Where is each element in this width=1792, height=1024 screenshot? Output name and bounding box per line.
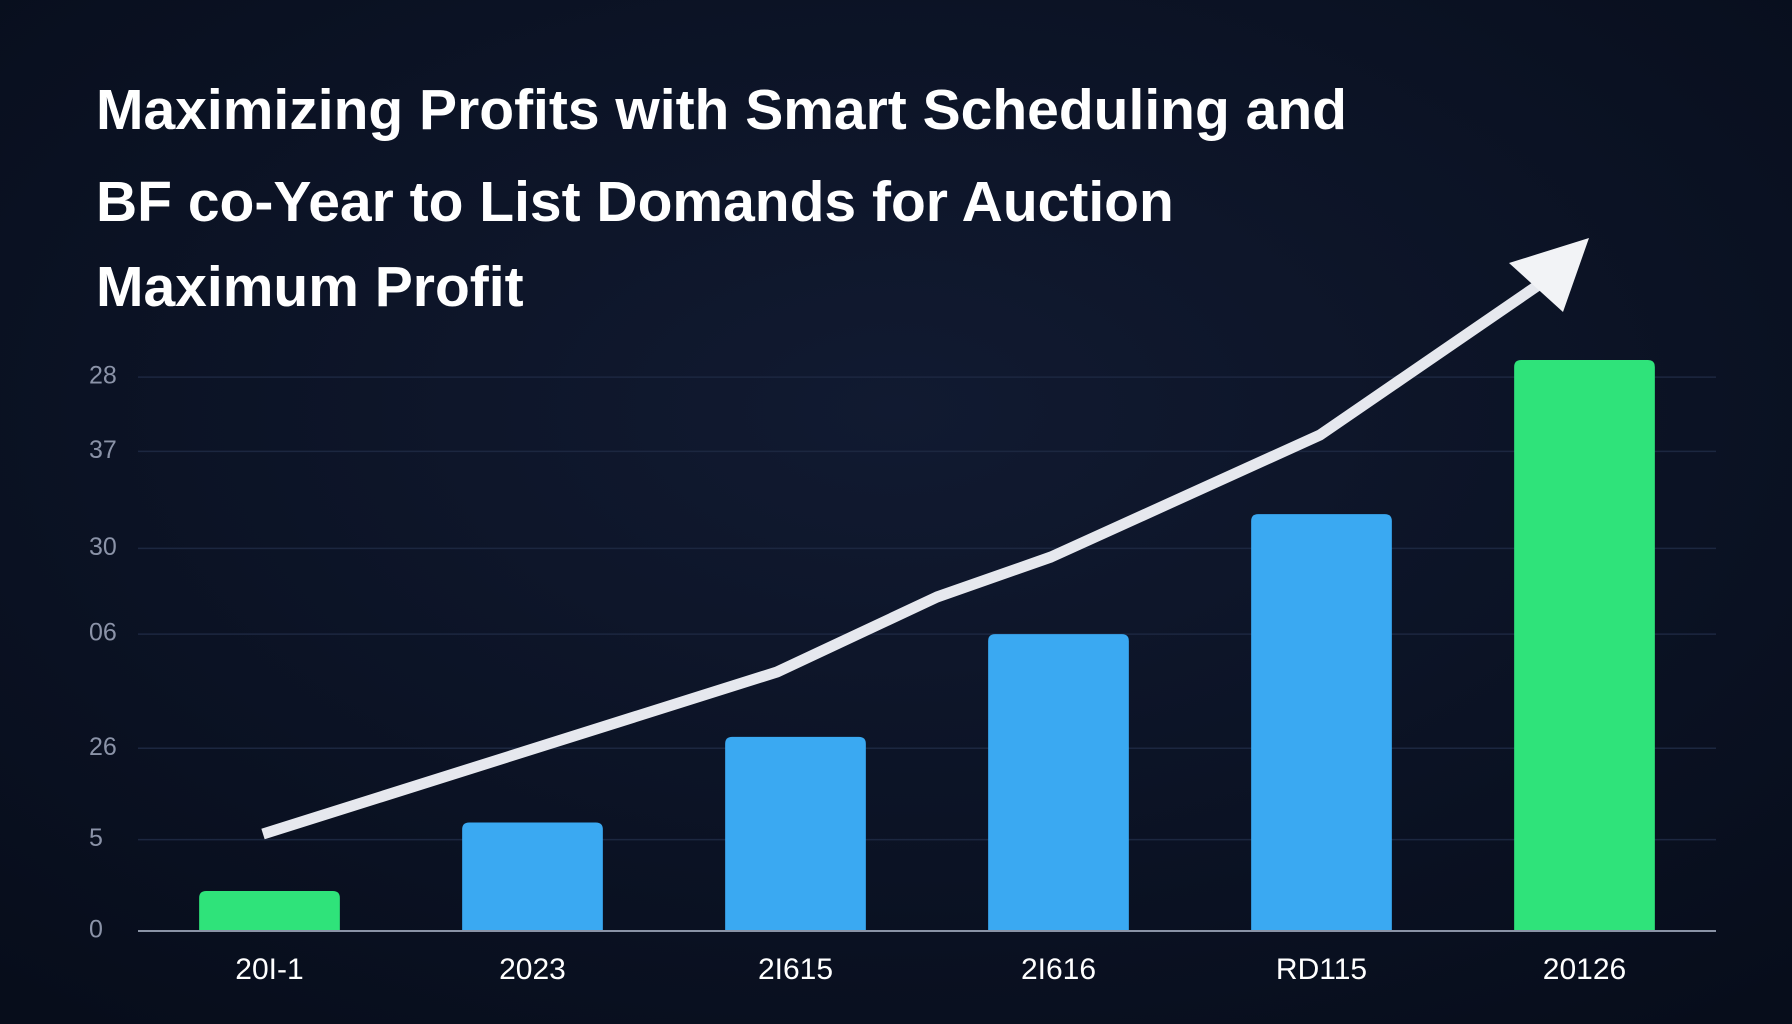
y-tick-label: 06 (89, 619, 117, 647)
x-tick-label: 2I615 (758, 953, 833, 986)
trend-line (261, 279, 1544, 840)
x-tick-label: 20126 (1543, 953, 1626, 986)
bar (988, 634, 1129, 931)
x-tick-label: 2023 (499, 953, 566, 986)
x-tick-label: 2I616 (1021, 953, 1096, 986)
y-tick-label: 0 (89, 916, 103, 944)
arrow-head (1509, 238, 1589, 312)
bar (199, 891, 340, 931)
y-tick-label: 28 (89, 362, 117, 390)
y-tick-label: 37 (89, 436, 117, 464)
bar (725, 736, 866, 931)
trend-arrow (261, 238, 1589, 840)
bar (462, 822, 603, 931)
bar (1514, 360, 1655, 931)
bar (1251, 514, 1392, 931)
y-tick-label: 26 (89, 733, 117, 761)
x-tick-label: RD115 (1276, 953, 1367, 986)
chart-title: BF co-Year to List Domands for Auction (96, 170, 1174, 234)
x-tick-label: 20I-1 (235, 953, 303, 986)
y-tick-label: 5 (89, 824, 103, 852)
chart-title: Maximum Profit (96, 255, 524, 319)
bars (199, 360, 1655, 931)
chart-title: Maximizing Profits with Smart Scheduling… (96, 78, 1347, 142)
y-tick-label: 30 (89, 533, 117, 561)
